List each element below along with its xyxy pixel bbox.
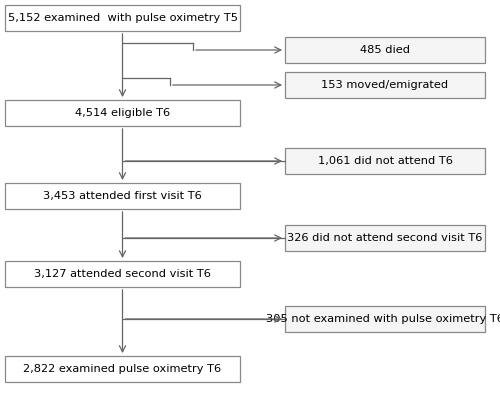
- Bar: [5, 100, 240, 126]
- Bar: [285, 225, 485, 251]
- Bar: [5, 261, 240, 287]
- Bar: [5, 5, 240, 31]
- Text: 326 did not attend second visit T6: 326 did not attend second visit T6: [288, 233, 482, 243]
- Text: 3,453 attended first visit T6: 3,453 attended first visit T6: [43, 191, 202, 201]
- Text: 4,514 eligible T6: 4,514 eligible T6: [75, 108, 170, 118]
- Text: 485 died: 485 died: [360, 45, 410, 55]
- Text: 305 not examined with pulse oximetry T6: 305 not examined with pulse oximetry T6: [266, 314, 500, 324]
- Text: 153 moved/emigrated: 153 moved/emigrated: [322, 80, 448, 90]
- Text: 2,822 examined pulse oximetry T6: 2,822 examined pulse oximetry T6: [24, 364, 222, 374]
- Bar: [285, 72, 485, 98]
- Text: 5,152 examined  with pulse oximetry T5: 5,152 examined with pulse oximetry T5: [8, 13, 237, 23]
- Bar: [285, 148, 485, 174]
- Text: 3,127 attended second visit T6: 3,127 attended second visit T6: [34, 269, 211, 279]
- Text: 1,061 did not attend T6: 1,061 did not attend T6: [318, 156, 452, 166]
- Bar: [5, 356, 240, 382]
- Bar: [285, 37, 485, 63]
- Bar: [5, 183, 240, 209]
- Bar: [285, 306, 485, 332]
